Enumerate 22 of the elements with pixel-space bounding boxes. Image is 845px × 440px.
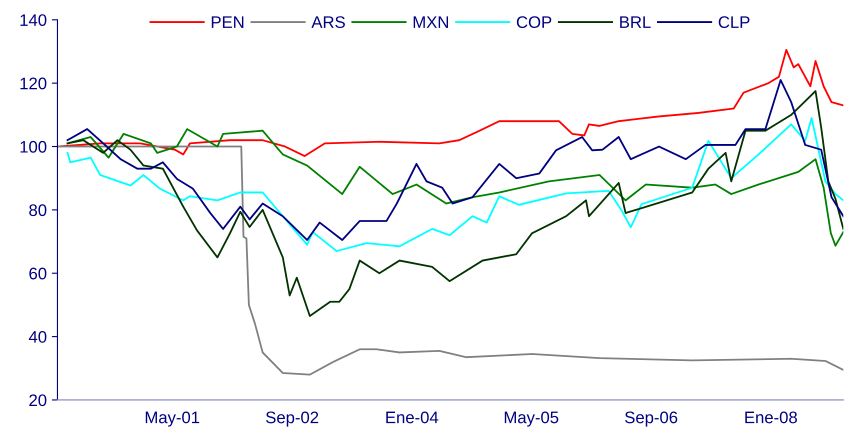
legend-label: BRL (620, 16, 651, 28)
legend-label: ARS (311, 16, 345, 28)
legend-label: MXN (414, 16, 448, 28)
line-series (66, 79, 844, 241)
x-tick-label: May-05 (504, 412, 558, 427)
x-tick-label: May-01 (146, 412, 200, 427)
x-tick-label: Ene-08 (745, 412, 797, 424)
x-tick-label: Ene-04 (386, 412, 438, 424)
legend-label: PEN (212, 16, 244, 28)
y-tick-label: 60 (29, 268, 46, 280)
x-tick-label: Sep-06 (625, 412, 678, 427)
legend-label: COP (516, 16, 552, 28)
line-series (66, 90, 844, 317)
y-tick-label: 140 (20, 14, 46, 26)
line-series (57, 146, 844, 376)
y-tick-label: 80 (29, 204, 46, 216)
x-tick-label: Sep-02 (266, 412, 318, 427)
y-tick-label: 40 (28, 331, 46, 343)
legend-label: CLP (718, 16, 750, 28)
y-tick-label: 100 (20, 140, 46, 153)
y-tick-label: 120 (20, 78, 46, 90)
y-tick-label: 20 (29, 394, 46, 406)
